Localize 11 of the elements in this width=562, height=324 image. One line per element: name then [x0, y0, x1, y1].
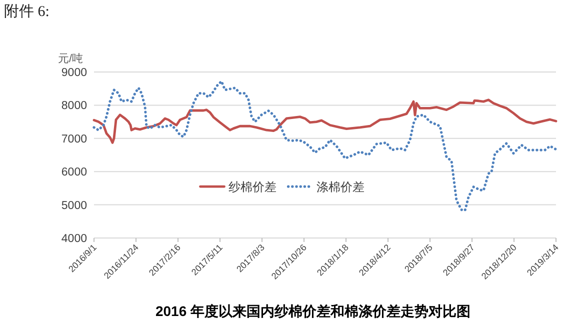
- legend-label: 纱棉价差: [228, 180, 276, 194]
- y-tick-label: 6000: [61, 166, 87, 179]
- y-tick-label: 4000: [61, 233, 87, 245]
- y-tick-label: 8000: [61, 100, 87, 112]
- y-tick-label: 5000: [61, 200, 87, 212]
- text: 2016 年度以来国内纱棉价差和棉涤价差走势对比图: [155, 303, 471, 319]
- annotation: 附件 6:: [4, 4, 50, 20]
- legend-label: 涤棉价差: [316, 180, 364, 194]
- y-axis-title: 元/吨: [58, 52, 84, 65]
- y-tick-label: 7000: [61, 133, 87, 146]
- y-tick-label: 9000: [61, 67, 87, 79]
